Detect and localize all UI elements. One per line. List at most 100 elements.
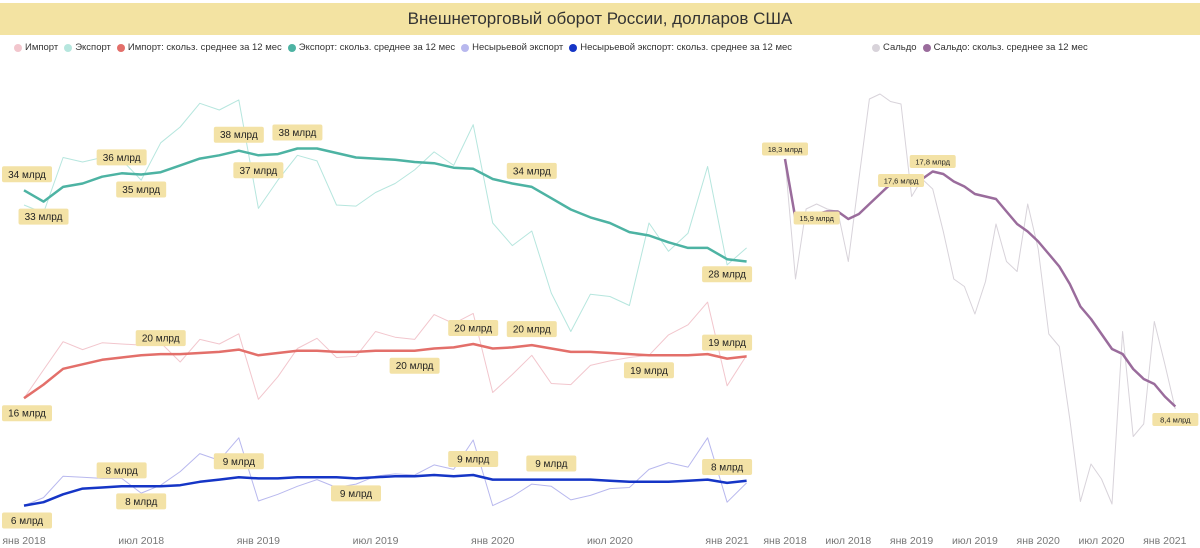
- legend-dot-icon: [461, 43, 470, 52]
- legend-label: Экспорт: скольз. среднее за 12 мес: [298, 42, 456, 53]
- x-tick-label: июл 2018: [118, 535, 164, 547]
- data-label-bg: [506, 162, 557, 179]
- data-label-bg: [623, 362, 674, 379]
- chart-title-bar: Внешнеторговый оборот России, долларов С…: [0, 3, 1200, 35]
- data-label: 20 млрд: [135, 330, 186, 347]
- legend-label: Импорт: [25, 42, 59, 53]
- x-tick-label: янв 2019: [237, 535, 280, 547]
- data-label-bg: [116, 181, 167, 198]
- data-label-text: 15,9 млрд: [799, 214, 834, 223]
- data-label-bg: [2, 166, 52, 183]
- legend-item[interactable]: Импорт: скольз. среднее за 12 мес: [116, 42, 282, 53]
- series-line: [784, 93, 1176, 505]
- chart-saldo: янв 2018 июл 2018 янв 2019 июл 2019 янв 2020…: [762, 93, 1199, 547]
- data-label-bg: [762, 142, 808, 156]
- data-label: 9 млрд: [213, 453, 264, 470]
- legend-dot-icon: [116, 43, 125, 52]
- data-label-text: 19 млрд: [630, 366, 668, 377]
- data-label: 8 млрд: [96, 462, 147, 479]
- legend-item[interactable]: Несырьевой экспорт: скольз. среднее за 1…: [569, 42, 792, 53]
- data-label-text: 35 млрд: [122, 185, 160, 196]
- x-tick-label: июл 2020: [1079, 535, 1125, 547]
- legend-dot-icon: [569, 43, 578, 52]
- data-label-bg: [909, 155, 956, 168]
- data-label-bg: [878, 174, 925, 187]
- data-label: 17,6 млрд: [878, 174, 925, 187]
- data-label-bg: [331, 485, 382, 502]
- data-label-bg: [18, 208, 69, 225]
- data-label: 20 млрд: [448, 319, 499, 336]
- data-label-bg: [702, 458, 753, 475]
- data-label-bg: [96, 149, 147, 166]
- data-label-bg: [213, 453, 264, 470]
- legend-left: Импорт Экспорт Импорт: скольз. среднее за …: [14, 42, 792, 53]
- data-label-text: 9 млрд: [223, 457, 255, 468]
- x-tick-label: янв 2019: [890, 535, 933, 547]
- legend-dot-icon: [287, 43, 296, 52]
- data-label-bg: [1152, 413, 1199, 426]
- series-line: [23, 99, 747, 332]
- legend-dot-icon: [64, 43, 73, 52]
- data-label-bg: [526, 455, 577, 472]
- x-tick-label: июл 2018: [825, 535, 871, 547]
- legend-item[interactable]: Сальдо: [872, 42, 917, 53]
- legend-item[interactable]: Импорт: [14, 42, 58, 53]
- data-label-bg: [448, 319, 499, 336]
- data-label: 34 млрд: [2, 166, 52, 183]
- x-tick-label: янв 2021: [1143, 535, 1186, 547]
- series-line: [23, 147, 747, 263]
- data-label-text: 8 млрд: [711, 462, 743, 473]
- legend-item[interactable]: Сальдо: скольз. среднее за 12 мес: [922, 42, 1088, 53]
- data-label-text: 9 млрд: [340, 489, 372, 500]
- data-label: 16 млрд: [2, 405, 52, 422]
- data-label-text: 34 млрд: [8, 170, 46, 181]
- data-label-bg: [135, 330, 186, 347]
- data-label: 17,8 млрд: [909, 155, 956, 168]
- data-label-text: 17,8 млрд: [915, 158, 950, 167]
- data-label-text: 20 млрд: [454, 323, 492, 334]
- x-tick-label: янв 2020: [1017, 535, 1060, 547]
- data-label-bg: [2, 512, 52, 529]
- x-tick-label: июл 2019: [353, 535, 399, 547]
- data-label: 6 млрд: [2, 512, 52, 529]
- x-tick-label: янв 2021: [705, 535, 748, 547]
- data-label-bg: [96, 462, 147, 479]
- data-label-bg: [213, 126, 264, 143]
- x-tick-label: июл 2019: [952, 535, 998, 547]
- data-label-text: 28 млрд: [708, 270, 746, 281]
- data-label-bg: [702, 266, 753, 283]
- legend-dot-icon: [14, 43, 22, 52]
- data-label: 20 млрд: [389, 357, 440, 374]
- legend-label: Сальдо: скольз. среднее за 12 мес: [933, 42, 1088, 53]
- data-label-text: 8 млрд: [106, 466, 138, 477]
- data-label: 37 млрд: [233, 162, 284, 179]
- data-label-text: 20 млрд: [396, 361, 434, 372]
- data-label: 8 млрд: [116, 493, 167, 510]
- data-label: 20 млрд: [506, 321, 557, 338]
- legend-label: Импорт: скольз. среднее за 12 мес: [127, 42, 282, 53]
- data-label-text: 19 млрд: [708, 338, 746, 349]
- legend-label: Сальдо: [883, 42, 917, 53]
- data-label-bg: [233, 162, 284, 179]
- data-label: 19 млрд: [702, 334, 753, 351]
- data-label-text: 36 млрд: [103, 153, 141, 164]
- data-label-bg: [793, 211, 840, 225]
- legend-item[interactable]: Несырьевой экспорт: [461, 42, 563, 53]
- data-label: 34 млрд: [506, 162, 557, 179]
- data-label: 9 млрд: [448, 451, 499, 468]
- legend-item[interactable]: Экспорт: скольз. среднее за 12 мес: [287, 42, 456, 53]
- series-line: [23, 342, 747, 400]
- series-line: [23, 437, 747, 507]
- data-label-text: 33 млрд: [25, 212, 63, 223]
- data-label-bg: [448, 451, 499, 468]
- data-label-bg: [116, 493, 167, 510]
- chart-title: Внешнеторговый оборот России, долларов С…: [407, 9, 793, 28]
- chart-trade: янв 2018 июл 2018 янв 2019 июл 2019 янв 2020…: [2, 99, 753, 547]
- legend-item[interactable]: Экспорт: [64, 42, 111, 53]
- data-label-text: 20 млрд: [513, 325, 551, 336]
- data-label: 18,3 млрд: [762, 142, 808, 156]
- data-label-text: 17,6 млрд: [884, 177, 919, 186]
- legend-dot-icon: [922, 43, 931, 52]
- data-label-bg: [506, 321, 557, 338]
